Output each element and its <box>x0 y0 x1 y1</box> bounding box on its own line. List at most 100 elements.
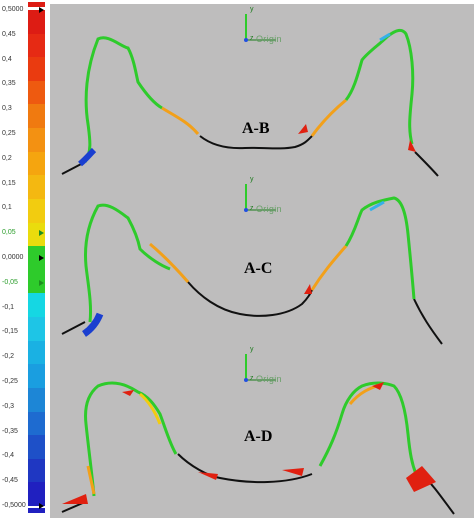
scale-color-cell <box>28 458 45 483</box>
panel-ad-red-left <box>62 494 88 504</box>
panel-ad-green-left <box>84 381 178 497</box>
scale-tick-label: -0,3 <box>2 402 15 410</box>
panel-ac-green-left <box>84 203 171 323</box>
scale-color-cell <box>28 128 45 153</box>
panel-ad-curve <box>61 381 455 515</box>
panel-ac-black-right <box>413 298 443 345</box>
scale-color-cell <box>28 33 45 58</box>
scale-tick-label: -0,2 <box>2 353 15 361</box>
scale-bottom-cap <box>28 508 45 513</box>
scale-tick-label: -0,05 <box>2 278 18 286</box>
scale-tick-label: 0,5000 <box>2 6 24 13</box>
panel-ab-green-left <box>83 36 163 163</box>
scale-tick-label: 0,25 <box>2 130 16 137</box>
panel-ab-orange-left <box>161 106 200 135</box>
panel-ab-red-right <box>408 140 416 152</box>
panel-ac-black-bottom <box>187 281 313 317</box>
scale-tick-label: 0,4 <box>2 55 12 63</box>
panel-ac-orange-right <box>310 245 348 291</box>
panel-ac-black-left <box>61 321 86 335</box>
panel-ad-red-right <box>406 466 436 492</box>
origin-triad-1 <box>244 14 276 42</box>
panel-ab-green-right <box>344 28 415 145</box>
scale-color-cell <box>28 317 45 342</box>
panel-ad-orange-leftbase <box>86 465 96 495</box>
scale-color-cell <box>28 340 45 365</box>
panel-ab-curve <box>61 28 439 177</box>
scale-marker-arrow[interactable] <box>39 7 44 13</box>
panel-ab-black-right <box>414 151 439 177</box>
scale-color-cell <box>28 10 45 35</box>
scale-tick-label: 0,05 <box>2 229 16 237</box>
scale-tick-label: 0,35 <box>2 80 16 88</box>
scale-color-cell <box>28 482 45 507</box>
panel-ad-red-bottomleft <box>198 472 218 480</box>
scale-tick-label: 0,2 <box>2 154 12 162</box>
scale-color-cell <box>28 364 45 389</box>
scale-color-cell <box>28 104 45 129</box>
scale-color-cell <box>28 57 45 82</box>
panel-ac-cyan-right <box>369 200 385 212</box>
comparison-drawing <box>61 14 455 515</box>
scale-tick-label: -0,25 <box>2 378 18 385</box>
scale-color-cell <box>28 198 45 224</box>
scale-tick-label: 0,1 <box>2 204 12 212</box>
scale-tick-label: -0,45 <box>2 477 18 485</box>
scale-tick-label: -0,35 <box>2 427 18 435</box>
scale-color-cell <box>28 293 45 318</box>
panel-ac-orange-left <box>149 242 190 283</box>
scale-tick-label: -0,1 <box>2 303 15 311</box>
scale-color-cell <box>28 246 45 271</box>
scale-marker-arrow[interactable] <box>39 255 44 261</box>
panel-ac-curve <box>61 196 443 345</box>
scale-tick-label: -0,5000 <box>2 502 26 509</box>
color-scale-bar <box>28 2 45 513</box>
panel-ac-blue-left <box>81 312 104 337</box>
scale-color-cell <box>28 80 45 105</box>
panel-label-ab: A-B <box>242 120 270 137</box>
panel-ab-black-bottom <box>199 135 313 150</box>
scale-color-cell <box>28 269 45 294</box>
panel-ac-green-right <box>344 196 416 300</box>
panel-ad-red-top-right <box>372 382 384 390</box>
origin-label-2: Origin <box>256 204 282 214</box>
panel-ad-green-right <box>318 381 418 475</box>
scale-marker-arrow[interactable] <box>39 279 44 286</box>
axis-z-label-1: z <box>250 35 254 42</box>
scale-tick-label: -0,15 <box>2 328 18 336</box>
scale-tick-label: -0,4 <box>2 452 15 460</box>
panel-ad-black-bottom <box>177 453 313 484</box>
scale-top-cap <box>28 2 45 7</box>
scale-marker-arrow[interactable] <box>39 503 44 509</box>
panel-label-ad: A-D <box>244 428 273 445</box>
scale-color-cell <box>28 151 45 176</box>
origin-triad-2 <box>244 184 276 212</box>
panel-ab-red-mid <box>298 124 308 134</box>
origin-label-1: Origin <box>256 34 282 44</box>
panel-ab-orange-right <box>310 98 347 137</box>
scale-color-cell <box>28 387 45 412</box>
panel-ad-red-top-left <box>122 390 134 396</box>
axis-y-label-1: y <box>250 6 254 13</box>
panel-label-ac: A-C <box>244 260 273 277</box>
scale-tick-label: 0,15 <box>2 179 16 187</box>
panel-ad-yellow-left <box>139 392 162 425</box>
axis-z-label-3: z <box>250 375 254 382</box>
panel-ac-red-right <box>304 284 312 294</box>
panel-ab-cyan-right <box>379 32 391 42</box>
scale-color-cell <box>28 222 45 247</box>
color-scale: 0,5000 0,45 0,4 0,35 0,3 0,25 0,2 0,15 0,1 0,05 0,… <box>0 0 50 518</box>
axis-y-label-2: y <box>250 176 254 183</box>
axis-y-label-3: y <box>250 346 254 353</box>
panel-ab-blue-left <box>78 147 97 167</box>
scale-marker-arrow[interactable] <box>39 230 44 237</box>
origin-triad-3 <box>244 354 276 382</box>
scale-tick-label: 0,0000 <box>2 254 24 261</box>
origin-label-3: Origin <box>256 374 282 384</box>
axis-z-label-2: z <box>250 205 254 212</box>
panel-ad-red-bottomright <box>282 468 304 476</box>
scale-tick-label: 0,3 <box>2 105 12 113</box>
scale-color-cell <box>28 175 45 200</box>
3d-viewport[interactable]: A-B A-C A-D y z Origin y z Origin y z Or… <box>50 4 474 518</box>
scale-color-cell <box>28 411 45 436</box>
